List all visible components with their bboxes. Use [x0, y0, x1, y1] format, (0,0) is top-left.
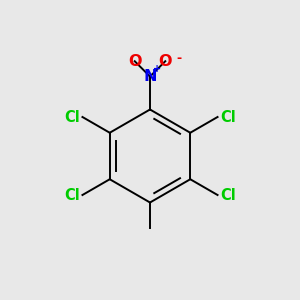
Text: +: + — [153, 64, 162, 74]
Text: O: O — [158, 54, 172, 69]
Text: O: O — [128, 54, 142, 69]
Text: Cl: Cl — [220, 110, 236, 124]
Text: Cl: Cl — [220, 188, 236, 202]
Text: Cl: Cl — [64, 110, 80, 124]
Text: Cl: Cl — [64, 188, 80, 202]
Text: -: - — [176, 52, 181, 65]
Text: N: N — [143, 69, 157, 84]
